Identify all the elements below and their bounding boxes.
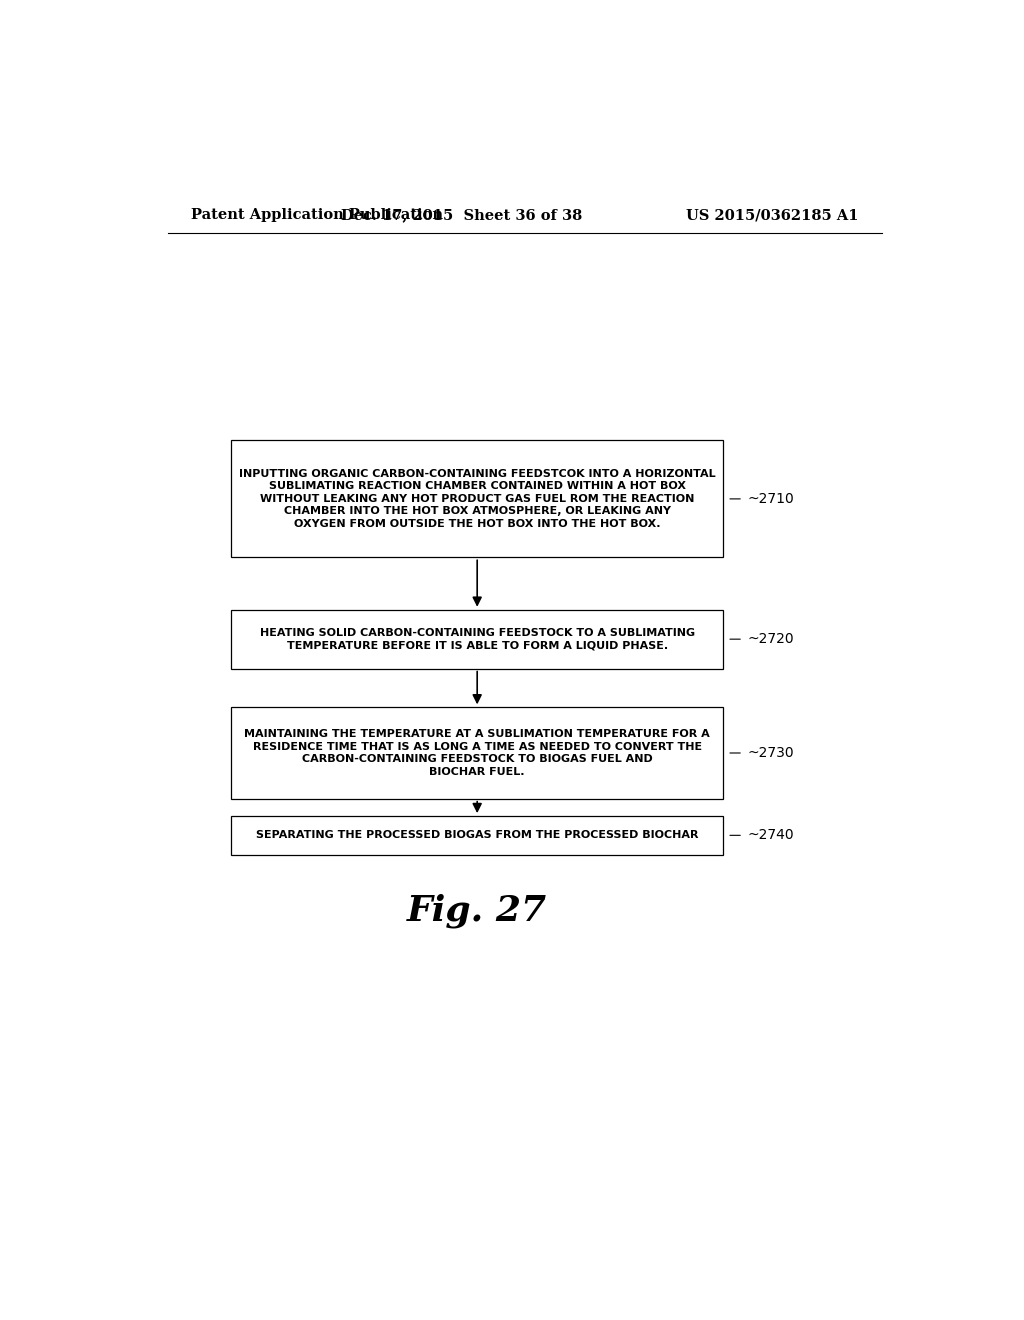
Bar [231, 816, 723, 854]
Text: US 2015/0362185 A1: US 2015/0362185 A1 [686, 209, 858, 222]
Bar [231, 441, 723, 557]
Text: Dec. 17, 2015  Sheet 36 of 38: Dec. 17, 2015 Sheet 36 of 38 [341, 209, 582, 222]
Text: HEATING SOLID CARBON-CONTAINING FEEDSTOCK TO A SUBLIMATING
TEMPERATURE BEFORE IT: HEATING SOLID CARBON-CONTAINING FEEDSTOC… [260, 628, 694, 651]
Text: Patent Application Publication: Patent Application Publication [191, 209, 443, 222]
Bar [231, 708, 723, 799]
Text: ~2720: ~2720 [748, 632, 794, 647]
Text: ~2730: ~2730 [748, 746, 794, 760]
Text: SEPARATING THE PROCESSED BIOGAS FROM THE PROCESSED BIOCHAR: SEPARATING THE PROCESSED BIOGAS FROM THE… [256, 830, 698, 841]
Text: ~2740: ~2740 [748, 829, 794, 842]
Bar [231, 610, 723, 669]
Text: Fig. 27: Fig. 27 [408, 894, 547, 928]
Text: ~2710: ~2710 [748, 492, 794, 506]
Text: INPUTTING ORGANIC CARBON-CONTAINING FEEDSTCOK INTO A HORIZONTAL
SUBLIMATING REAC: INPUTTING ORGANIC CARBON-CONTAINING FEED… [239, 469, 716, 529]
Text: MAINTAINING THE TEMPERATURE AT A SUBLIMATION TEMPERATURE FOR A
RESIDENCE TIME TH: MAINTAINING THE TEMPERATURE AT A SUBLIMA… [245, 730, 710, 776]
